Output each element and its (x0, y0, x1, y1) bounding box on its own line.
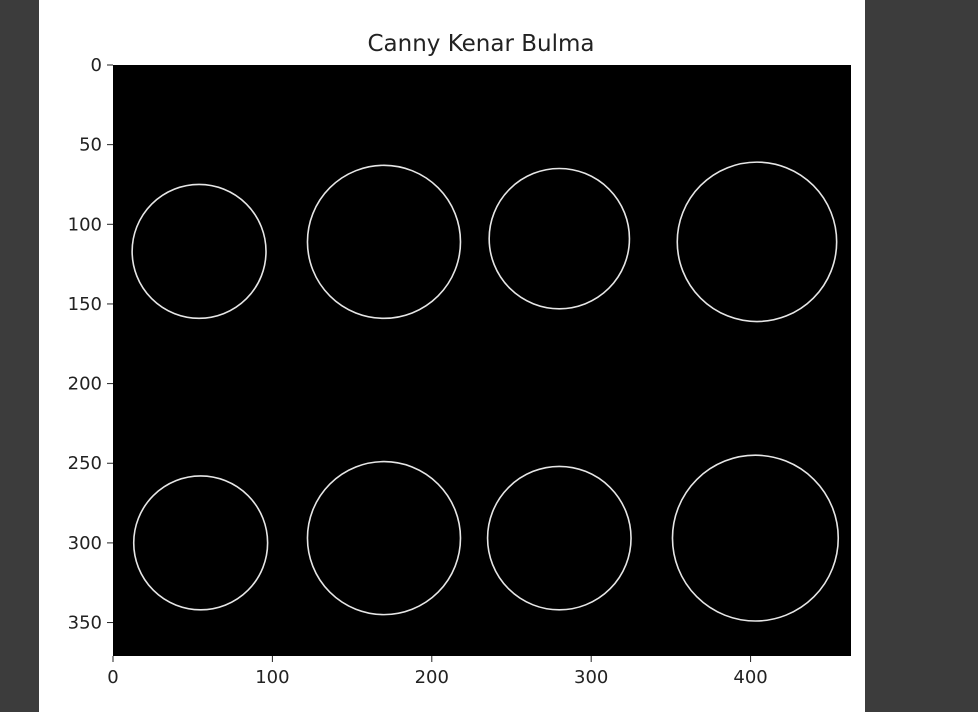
y-tick-label: 0 (91, 55, 102, 76)
x-tick-label: 0 (107, 667, 118, 688)
x-tick-label: 300 (574, 667, 608, 688)
edge-circle-6 (306, 460, 462, 616)
edge-circle-7 (486, 465, 632, 611)
figure-canvas: Canny Kenar Bulma 0 100 200 300 400 0 50 100 15… (39, 0, 865, 712)
y-tick-label: 50 (79, 135, 102, 156)
y-tick-label: 300 (68, 533, 102, 554)
chart-title: Canny Kenar Bulma (367, 31, 594, 57)
x-tick-label: 200 (415, 667, 449, 688)
edge-circle-5 (132, 475, 269, 611)
y-tick-label: 250 (68, 453, 102, 474)
y-axis: 0 50 100 150 200 250 300 350 (68, 55, 113, 634)
plot-area (113, 65, 851, 656)
edge-circle-3 (488, 167, 631, 310)
edge-circle-8 (671, 454, 840, 622)
edge-objects (131, 161, 840, 622)
chart-svg: Canny Kenar Bulma 0 100 200 300 400 0 50 100 15… (68, 31, 851, 688)
y-tick-label: 200 (68, 374, 102, 395)
edge-circle-1 (131, 183, 267, 320)
edge-circle-2 (306, 164, 462, 320)
x-tick-label: 100 (255, 667, 289, 688)
side-panel (865, 0, 978, 712)
edge-circle-4 (676, 161, 838, 323)
y-tick-label: 100 (68, 214, 102, 235)
x-axis: 0 100 200 300 400 (107, 656, 768, 688)
x-tick-label: 400 (733, 667, 767, 688)
y-tick-label: 350 (68, 613, 102, 634)
y-tick-label: 150 (68, 294, 102, 315)
